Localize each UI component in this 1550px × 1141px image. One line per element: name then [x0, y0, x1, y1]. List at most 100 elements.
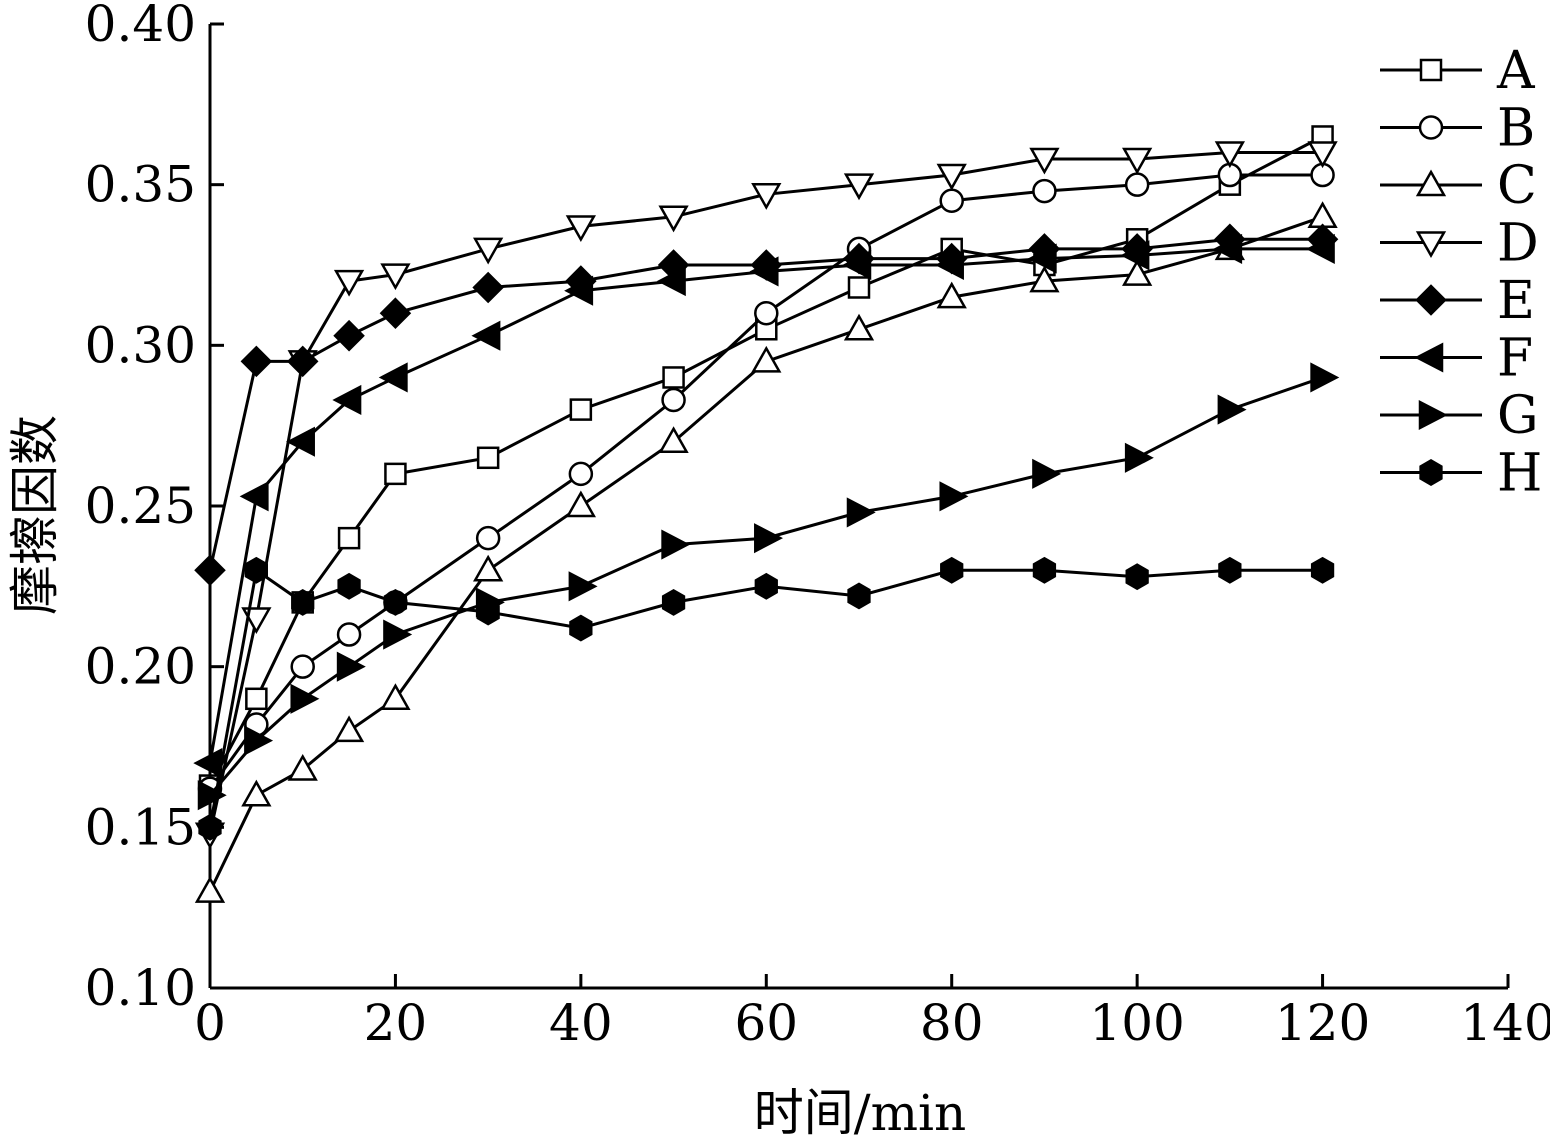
data-point-D: [751, 183, 782, 210]
legend-marker: [1419, 58, 1443, 82]
data-point-C: [751, 345, 782, 373]
legend-marker: [1415, 284, 1447, 316]
data-point-F: [935, 249, 964, 281]
legend-item-F: F: [1380, 329, 1533, 389]
y-tick-label: 0.30: [85, 316, 196, 374]
data-point-A: [847, 276, 871, 299]
data-point-H: [383, 588, 408, 616]
data-point-C: [194, 876, 226, 903]
series-H: [198, 556, 1335, 841]
x-axis-title: 时间/min: [754, 1084, 966, 1141]
data-point-D: [658, 205, 689, 233]
x-tick-label: 100: [1089, 994, 1184, 1052]
data-point-H: [1310, 556, 1335, 584]
data-point-H: [661, 588, 686, 616]
data-point-H: [847, 582, 871, 610]
data-point-F: [332, 384, 362, 416]
legend-item-G: G: [1380, 386, 1539, 446]
data-point-C: [1122, 259, 1153, 286]
data-point-G: [568, 571, 598, 602]
data-point-B: [475, 525, 501, 551]
data-point-B: [661, 387, 686, 413]
legend-marker: [1419, 459, 1443, 486]
y-tick-label: 0.40: [85, 0, 196, 53]
data-point-D: [936, 163, 967, 191]
data-point-A: [337, 526, 361, 550]
data-point-H: [1218, 556, 1242, 584]
data-point-H: [1125, 563, 1149, 591]
legend-label: E: [1497, 271, 1535, 331]
legend-item-E: E: [1380, 271, 1535, 331]
data-point-D: [843, 173, 875, 201]
data-point-E: [286, 345, 319, 378]
x-tick-label: 120: [1275, 994, 1370, 1052]
y-tick-label: 0.15: [85, 798, 196, 856]
data-point-F: [471, 320, 501, 351]
data-point-C: [1029, 265, 1060, 293]
legend-item-A: A: [1380, 41, 1536, 101]
data-point-A: [569, 398, 593, 421]
data-point-G: [846, 497, 876, 528]
data-point-F: [286, 426, 315, 457]
series-G: [197, 362, 1340, 811]
data-point-D: [1122, 147, 1153, 175]
data-point-H: [291, 588, 315, 616]
data-point-G: [1310, 362, 1340, 393]
data-point-B: [1124, 172, 1150, 197]
y-tick-label: 0.20: [85, 638, 196, 696]
series-A: [198, 125, 1334, 797]
data-point-B: [290, 654, 315, 679]
data-point-D: [1214, 141, 1245, 169]
legend-marker: [1415, 231, 1447, 259]
legend-item-H: H: [1380, 444, 1542, 504]
y-tick-label: 0.10: [85, 959, 196, 1017]
data-point-A: [384, 462, 407, 486]
data-point-G: [1217, 394, 1247, 425]
data-point-H: [244, 556, 268, 584]
data-point-H: [1032, 556, 1057, 584]
data-point-D: [380, 263, 411, 291]
data-point-D: [473, 237, 504, 265]
data-point-H: [198, 813, 222, 841]
legend-label: F: [1497, 329, 1533, 389]
data-point-E: [379, 297, 412, 329]
data-point-C: [658, 426, 689, 453]
series-D: [194, 141, 1338, 850]
data-point-A: [245, 687, 268, 711]
data-point-C: [1307, 201, 1338, 229]
data-point-H: [940, 556, 964, 584]
legend-label: G: [1497, 386, 1539, 446]
data-point-G: [290, 683, 320, 714]
legend-marker: [1418, 399, 1448, 431]
data-point-E: [333, 319, 365, 352]
data-point-G: [336, 651, 366, 682]
data-point-D: [1307, 141, 1338, 169]
data-point-F: [1120, 240, 1150, 271]
data-point-H: [754, 572, 778, 600]
data-point-F: [1213, 233, 1243, 264]
series-line-A: [208, 135, 1324, 787]
x-tick-label: 80: [920, 994, 984, 1052]
data-point-F: [378, 362, 408, 393]
data-point-F: [842, 249, 872, 281]
data-point-F: [1305, 233, 1335, 264]
legend-marker: [1414, 342, 1444, 373]
legend-label: H: [1497, 444, 1542, 504]
data-point-B: [939, 188, 964, 213]
data-point-F: [656, 266, 686, 297]
data-point-F: [1027, 243, 1057, 274]
data-point-H: [337, 572, 361, 600]
data-point-G: [383, 619, 413, 650]
data-point-G: [197, 780, 227, 811]
x-tick-label: 20: [364, 994, 428, 1052]
legend-label: A: [1496, 41, 1536, 101]
data-point-C: [380, 683, 411, 711]
legend-item-D: D: [1380, 214, 1539, 274]
x-tick-label: 0: [194, 994, 226, 1052]
data-point-C: [287, 753, 318, 781]
axes: 0 20 40 60 80 100 120 140 0.10 0.15 0.20 0.25 0.30 0.…: [85, 0, 1550, 1052]
y-tick-label: 0.35: [85, 156, 196, 214]
data-point-E: [240, 345, 273, 378]
data-point-A: [476, 446, 500, 470]
legend-marker: [1415, 169, 1447, 197]
